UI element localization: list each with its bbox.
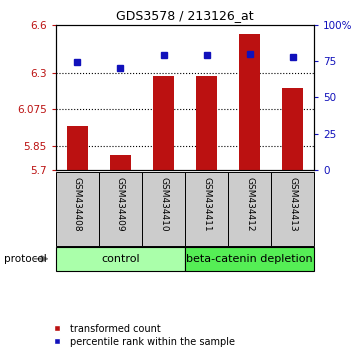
Text: beta-catenin depletion: beta-catenin depletion xyxy=(186,254,313,264)
Bar xyxy=(185,172,228,246)
Text: GSM434408: GSM434408 xyxy=(73,177,82,232)
Text: GSM434411: GSM434411 xyxy=(202,177,211,232)
Text: GSM434412: GSM434412 xyxy=(245,177,254,232)
Bar xyxy=(110,155,131,170)
Bar xyxy=(271,172,314,246)
Text: GSM434409: GSM434409 xyxy=(116,177,125,232)
Bar xyxy=(56,247,185,271)
Bar xyxy=(185,247,314,271)
Text: protocol: protocol xyxy=(4,254,46,264)
Bar xyxy=(142,172,185,246)
Legend: transformed count, percentile rank within the sample: transformed count, percentile rank withi… xyxy=(43,320,239,350)
Bar xyxy=(153,75,174,170)
Bar xyxy=(196,75,217,170)
Title: GDS3578 / 213126_at: GDS3578 / 213126_at xyxy=(116,9,254,22)
Bar xyxy=(67,126,88,170)
Bar xyxy=(56,172,99,246)
Text: control: control xyxy=(101,254,140,264)
Text: GSM434410: GSM434410 xyxy=(159,177,168,232)
Bar xyxy=(228,172,271,246)
Text: GSM434413: GSM434413 xyxy=(288,177,297,232)
Bar xyxy=(239,34,260,170)
Bar xyxy=(282,88,303,170)
Bar xyxy=(99,172,142,246)
